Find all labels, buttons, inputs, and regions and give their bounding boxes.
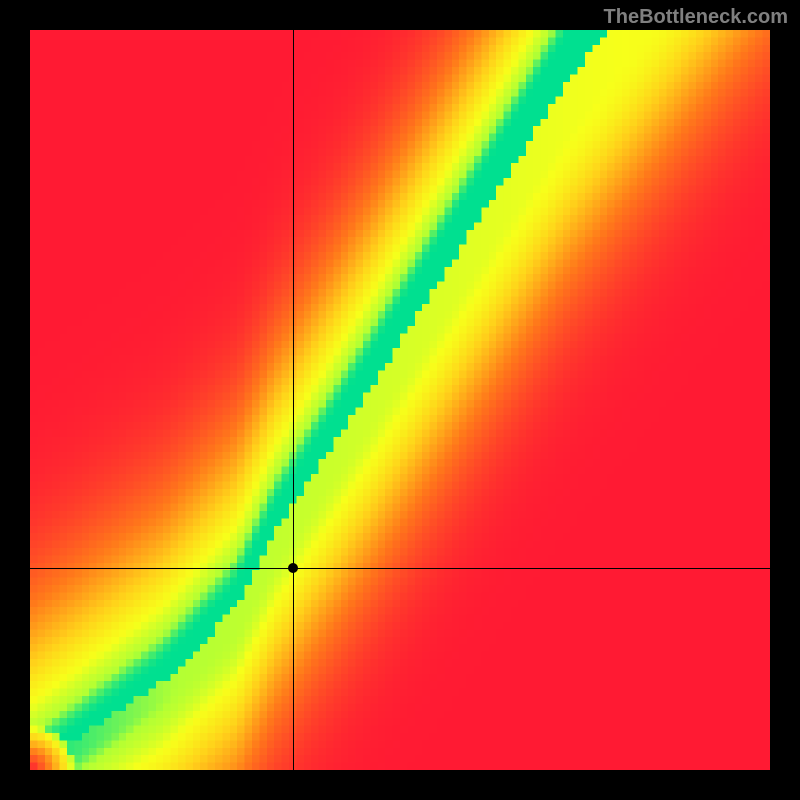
bottleneck-heatmap bbox=[30, 30, 770, 770]
watermark-text: TheBottleneck.com bbox=[604, 6, 788, 29]
heatmap-canvas bbox=[30, 30, 770, 770]
crosshair-vertical bbox=[293, 30, 294, 770]
crosshair-horizontal bbox=[30, 568, 770, 569]
selection-marker-dot bbox=[288, 563, 298, 573]
